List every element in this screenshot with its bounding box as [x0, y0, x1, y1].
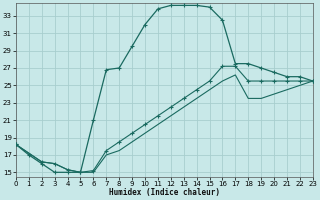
X-axis label: Humidex (Indice chaleur): Humidex (Indice chaleur)	[109, 188, 220, 197]
